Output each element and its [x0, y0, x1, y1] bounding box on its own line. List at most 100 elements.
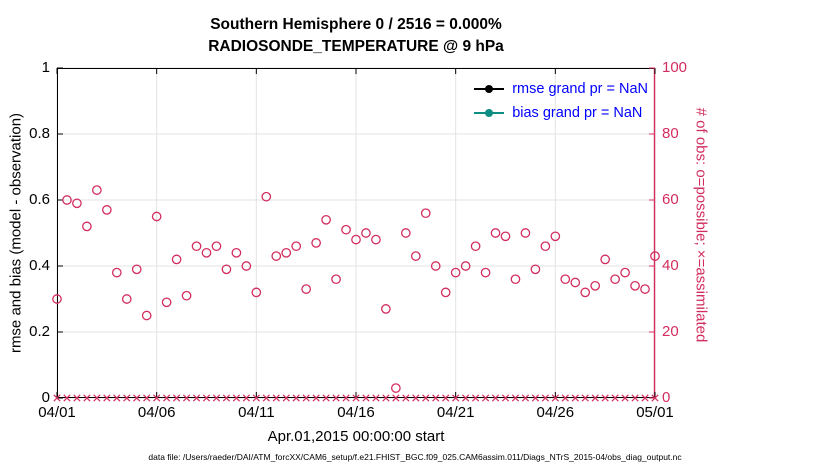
possible-obs-marker: [331, 274, 341, 285]
assimilated-obs-marker: [292, 394, 300, 402]
assimilated-obs-marker: [651, 394, 659, 402]
assimilated-obs-marker: [422, 394, 430, 402]
y-axis-left-tick-label: 0.4: [29, 257, 50, 274]
possible-obs-marker: [181, 290, 192, 301]
assimilated-obs-marker: [541, 394, 549, 402]
assimilated-obs-marker: [362, 394, 370, 402]
y-axis-right-tick-label: 40: [662, 257, 679, 274]
assimilated-obs-marker: [581, 394, 589, 402]
possible-obs-marker: [321, 214, 331, 225]
x-axis-tick-label: 04/26: [536, 404, 575, 421]
y-axis-left-tick-label: 1: [41, 59, 50, 76]
x-axis-tick-label: 04/06: [137, 404, 176, 421]
possible-obs-marker: [82, 221, 92, 232]
y-axis-left-tick-label: 0.8: [29, 125, 50, 142]
y-axis-right-label: # of obs: o=possible; ×=assimilated: [692, 107, 710, 343]
possible-obs-marker: [520, 228, 531, 238]
possible-obs-marker: [420, 208, 431, 219]
assimilated-obs-marker: [332, 394, 340, 402]
y-axis-left-tick-label: 0.2: [29, 323, 50, 340]
bias-legend-dot: [485, 109, 494, 117]
x-axis-tick-label: 05/01: [636, 404, 674, 421]
possible-obs-marker: [171, 254, 182, 265]
assimilated-obs-marker: [621, 394, 629, 402]
assimilated-obs-marker: [262, 394, 270, 402]
x-axis-tick-label: 04/21: [436, 404, 475, 421]
chart-title: Southern Hemisphere 0 / 2516 = 0.000%: [210, 16, 502, 33]
y-axis-right-tick-label: 80: [662, 125, 679, 142]
possible-obs-marker: [52, 294, 62, 304]
assimilated-obs-marker: [222, 394, 231, 402]
possible-obs-marker: [291, 241, 302, 252]
possible-obs-marker: [311, 238, 321, 248]
possible-obs-marker: [131, 264, 142, 275]
assimilated-obs-marker: [471, 394, 480, 402]
y-axis-left-label: rmse and bias (model - observation): [7, 112, 25, 354]
assimilated-obs-marker: [63, 394, 71, 402]
plot-region: [52, 67, 660, 402]
assimilated-obs-marker: [202, 394, 211, 402]
possible-obs-marker: [261, 191, 272, 202]
assimilated-obs-marker: [172, 394, 181, 402]
assimilated-obs-marker: [192, 394, 201, 402]
assimilated-obs-marker: [153, 394, 161, 402]
assimilated-obs-marker: [372, 394, 380, 402]
assimilated-obs-marker: [491, 394, 500, 402]
assimilated-obs-marker: [382, 394, 390, 402]
possible-obs-marker: [231, 247, 242, 258]
possible-obs-marker: [221, 264, 232, 275]
assimilated-obs-marker: [432, 394, 440, 402]
assimilated-obs-marker: [591, 394, 599, 402]
possible-obs-marker: [530, 264, 541, 275]
legend-entry-rmse: rmse grand pr = NaN: [474, 80, 648, 98]
assimilated-obs-marker: [282, 394, 290, 402]
y-axis-left-tick-label: 0.6: [29, 191, 50, 208]
possible-obs-marker: [191, 241, 202, 252]
assimilated-obs-marker: [83, 394, 91, 402]
possible-obs-marker: [460, 261, 471, 271]
possible-obs-marker: [271, 251, 282, 261]
y-axis-right-tick-label: 20: [662, 323, 679, 340]
assimilated-obs-marker: [571, 394, 579, 402]
assimilated-obs-marker: [143, 394, 151, 402]
y-axis-right-tick-label: 0: [662, 389, 671, 406]
chart-subtitle: RADIOSONDE_TEMPERATURE @ 9 hPa: [208, 38, 504, 55]
bias-line-marker-icon: [474, 108, 505, 118]
assimilated-obs-marker: [641, 394, 649, 402]
possible-obs-marker: [590, 280, 601, 291]
assimilated-obs-marker: [481, 394, 490, 402]
assimilated-obs-marker: [521, 394, 530, 402]
possible-obs-marker: [241, 261, 252, 271]
possible-obs-marker: [251, 287, 262, 298]
legend-entry-bias: bias grand pr = NaN: [474, 104, 648, 122]
y-axis-left-tick-label: 0: [41, 389, 50, 406]
possible-obs-marker: [111, 267, 122, 278]
possible-obs-marker: [341, 224, 351, 235]
assimilated-obs-marker: [601, 394, 609, 402]
assimilated-obs-marker: [402, 394, 410, 402]
possible-obs-marker: [151, 211, 162, 222]
y-axis-right-tick-label: 100: [662, 59, 688, 76]
rmse-legend-dot: [485, 85, 494, 93]
assimilated-obs-marker: [212, 394, 221, 402]
assimilated-obs-marker: [551, 394, 559, 402]
possible-obs-marker: [430, 261, 441, 271]
assimilated-obs-marker: [452, 394, 460, 402]
legend-label-bias: bias grand pr = NaN: [512, 105, 643, 121]
assimilated-obs-marker: [103, 394, 111, 402]
possible-obs-marker: [121, 294, 132, 304]
possible-obs-marker: [610, 274, 620, 285]
possible-obs-marker: [650, 251, 660, 261]
plot-area: [52, 67, 660, 402]
x-axis-tick-label: 04/16: [337, 404, 375, 421]
assimilated-obs-marker: [302, 394, 310, 402]
assimilated-obs-marker: [312, 394, 320, 402]
assimilated-obs-marker: [272, 394, 280, 402]
assimilated-obs-marker: [442, 394, 450, 402]
assimilated-obs-marker: [182, 394, 191, 402]
possible-obs-marker: [72, 198, 82, 209]
assimilated-obs-marker: [511, 394, 520, 402]
possible-obs-marker: [480, 267, 491, 278]
possible-obs-marker: [281, 247, 292, 258]
